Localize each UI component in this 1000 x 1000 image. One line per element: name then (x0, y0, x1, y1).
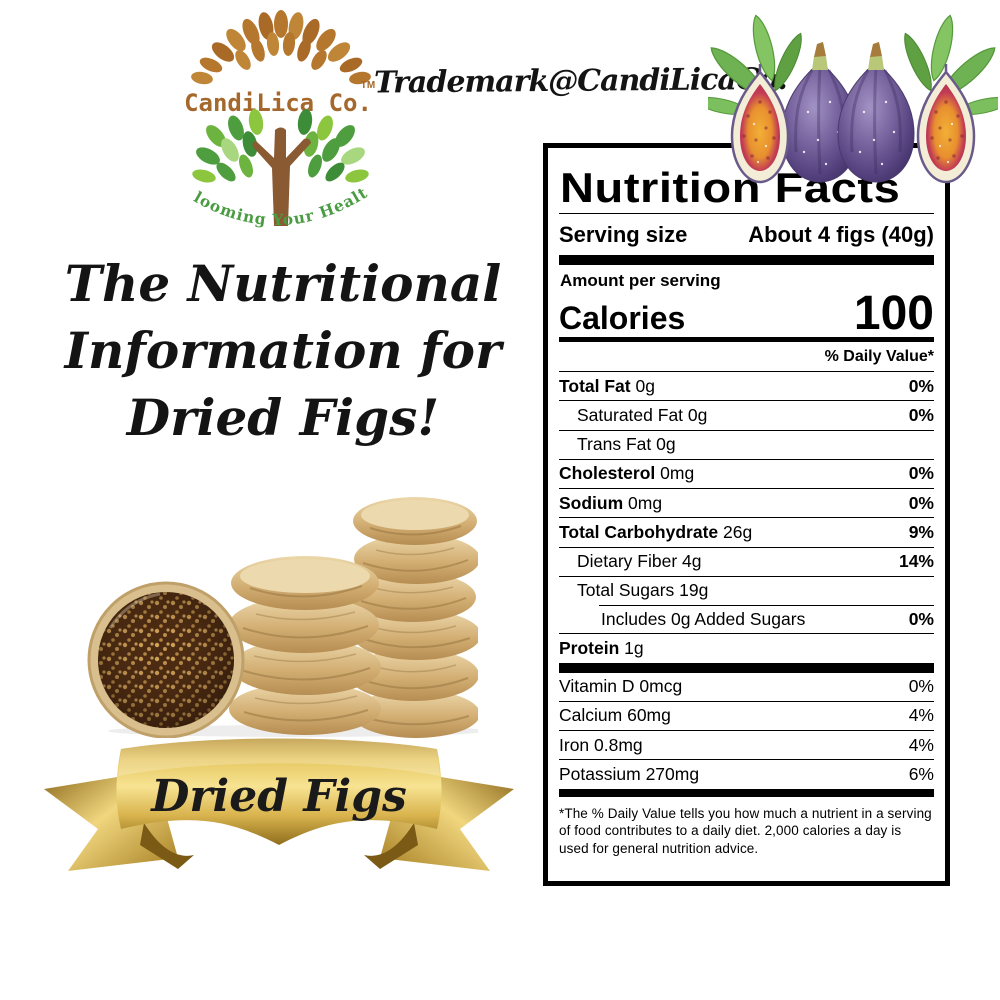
logo-canopy-green (192, 109, 369, 183)
headline: The Nutritional Information for Dried Fi… (38, 250, 528, 451)
nutrient-row-total-sugars: Total Sugars 19g (559, 575, 934, 605)
serving-size-row: Serving size About 4 figs (40g) (559, 214, 934, 255)
nutrient-name: Cholesterol (559, 463, 656, 484)
ribbon-band (116, 738, 442, 845)
micronutrient-row-potassium: Potassium 270mg 6% (559, 759, 934, 788)
nutrient-amount: 0mg (628, 492, 663, 513)
nutrient-name: Trans Fat (577, 434, 652, 454)
nutrient-percent: 14% (898, 551, 934, 571)
whole-fig-right (836, 40, 916, 184)
dried-figs-photo (87, 497, 478, 738)
fig-stack-middle (229, 556, 381, 735)
logo-canopy-brown (191, 10, 371, 85)
nutrient-amount: 26g (723, 521, 753, 542)
nutrient-row-cholesterol: Cholesterol 0mg 0% (559, 458, 934, 488)
nutrient-row-total-carbohydrate: Total Carbohydrate 26g 9% (559, 517, 934, 546)
headline-line-2: Information for (64, 321, 502, 380)
nutrient-percent: 0% (908, 375, 934, 396)
nutrient-percent: 4% (908, 705, 934, 726)
micronutrient-row-calcium: Calcium 60mg 4% (559, 700, 934, 730)
calories-label: Calories (559, 300, 686, 336)
thick-divider (559, 788, 934, 797)
nutrient-name: Iron (559, 734, 590, 755)
divider (559, 213, 934, 214)
micronutrient-row-vitamin-d: Vitamin D 0mcg 0% (559, 673, 934, 701)
amount-per-serving-label: Amount per serving (560, 271, 721, 290)
nutrient-name: Total Fat (559, 375, 631, 396)
nutrient-row-added-sugars: Includes 0g Added Sugars 0% (559, 605, 934, 633)
nutrient-name: Total Sugars (577, 580, 675, 601)
nutrient-amount: 270mg (645, 763, 700, 784)
nutrient-name: Includes 0g Added Sugars (601, 608, 806, 629)
nutrient-amount: 0mg (660, 463, 695, 484)
thick-divider (559, 662, 934, 673)
nutrient-row-total-fat: Total Fat 0g 0% (559, 371, 934, 400)
nutrient-amount: 0g (656, 434, 676, 454)
serving-size-label: Serving size (559, 222, 688, 247)
nutrient-amount: 0g (687, 404, 708, 425)
ribbon-label: Dried Figs (149, 771, 407, 822)
logo-tree-trunk (252, 127, 311, 226)
nutrient-amount: 19g (679, 580, 709, 601)
headline-line-3: Dried Figs! (126, 388, 440, 447)
nutrient-row-protein: Protein 1g (559, 633, 934, 662)
nutrient-amount: 0.8mg (594, 734, 643, 755)
trademark-symbol: TM (361, 80, 375, 91)
nutrient-amount: 0g (635, 375, 655, 396)
brand-logo: CandiLica Co. TM Blooming Your Health (178, 8, 375, 229)
daily-value-footnote: *The % Daily Value tells you how much a … (559, 805, 932, 856)
nutrient-percent: 0% (908, 404, 934, 425)
nutrient-amount: 1g (624, 637, 644, 658)
cut-fig (87, 581, 245, 738)
headline-line-1: The Nutritional (64, 254, 502, 313)
nutrient-percent: 0% (908, 492, 934, 513)
figs-watercolor-illustration (708, 12, 998, 184)
nutrient-percent: 0% (908, 676, 934, 696)
medium-divider (559, 337, 934, 342)
nutrient-name: Protein (559, 637, 620, 658)
thick-divider (559, 255, 934, 265)
nutrient-percent: 4% (908, 734, 934, 755)
nutrient-row-saturated-fat: Saturated Fat 0g 0% (559, 400, 934, 429)
nutrient-amount: 4g (682, 551, 702, 571)
calories-value: 100 (853, 287, 934, 340)
nutrient-percent: 6% (908, 763, 934, 784)
fig-stack-right (349, 497, 478, 738)
nutrient-name: Saturated Fat (577, 404, 684, 425)
nutrient-row-dietary-fiber: Dietary Fiber 4g 14% (559, 546, 934, 576)
nutrient-percent: 0% (908, 608, 934, 629)
micronutrient-row-iron: Iron 0.8mg 4% (559, 730, 934, 759)
ribbon-banner: Dried Figs (44, 738, 514, 871)
nutrient-name: Potassium (559, 763, 641, 784)
nutrient-name: Total Carbohydrate (559, 521, 719, 542)
nutrient-row-sodium: Sodium 0mg 0% (559, 488, 934, 517)
nutrient-amount: 60mg (627, 705, 671, 726)
serving-size-value: About 4 figs (40g) (748, 222, 934, 247)
nutrient-name: Calcium (559, 705, 623, 726)
brand-name-text: CandiLica Co. (184, 89, 372, 117)
nutrient-name: Sodium (559, 492, 624, 513)
nutrient-name: Dietary Fiber (577, 551, 678, 571)
nutrient-amount: 0mcg (639, 676, 683, 696)
trademark-note: Trademark@CandiLicaCo. (373, 61, 787, 101)
daily-value-header: % Daily Value* (824, 348, 934, 365)
nutrient-row-trans-fat: Trans Fat 0g (559, 429, 934, 459)
calories-row: Calories 100 (559, 287, 934, 340)
nutrient-percent: 0% (908, 463, 934, 484)
nutrition-facts-label: Nutrition Facts Serving size About 4 fig… (543, 143, 950, 886)
nutrient-percent: 9% (908, 521, 934, 542)
nutrient-name: Vitamin D (559, 676, 635, 696)
